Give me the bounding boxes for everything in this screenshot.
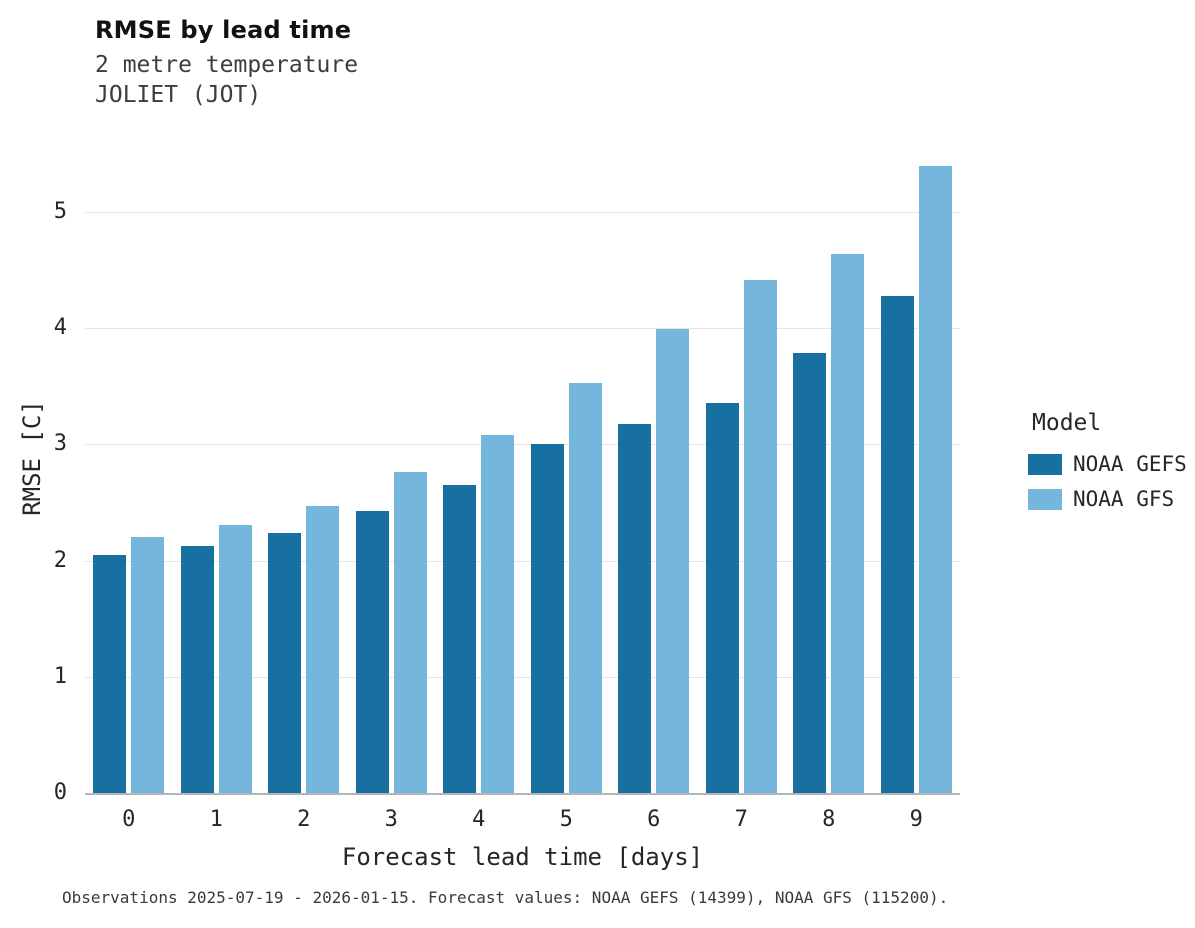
- chart-caption: Observations 2025-07-19 - 2026-01-15. Fo…: [62, 888, 949, 907]
- bar-noaa-gefs-lead-8: [793, 352, 827, 793]
- gridline-y-3: [85, 444, 960, 446]
- bar-noaa-gfs-lead-8: [831, 253, 865, 793]
- legend-item-noaa-gfs: NOAA GFS: [1028, 487, 1187, 511]
- bar-noaa-gefs-lead-6: [618, 423, 652, 793]
- bar-noaa-gefs-lead-3: [355, 510, 389, 793]
- bar-noaa-gefs-lead-1: [180, 545, 214, 793]
- bar-noaa-gfs-lead-2: [306, 506, 340, 793]
- x-tick-label-4: 4: [472, 807, 486, 832]
- bar-noaa-gefs-lead-0: [93, 554, 127, 793]
- x-tick-label-8: 8: [822, 807, 836, 832]
- chart-title: RMSE by lead time: [95, 16, 352, 44]
- gridline-y-2: [85, 560, 960, 562]
- plot-area: 0 1 2 3 4 5 0 1 2 3 4 5 6 7 8 9: [54, 125, 960, 832]
- x-tick-label-0: 0: [122, 807, 136, 832]
- y-tick-label-4: 4: [53, 315, 67, 341]
- x-tick-label-5: 5: [559, 807, 573, 832]
- legend-swatch-noaa-gfs: [1028, 488, 1062, 510]
- y-tick-label-0: 0: [53, 780, 67, 805]
- y-tick-label-1: 1: [53, 663, 67, 689]
- bar-noaa-gfs-lead-0: [131, 537, 165, 793]
- bar-noaa-gfs-lead-3: [393, 472, 427, 793]
- legend-title: Model: [1032, 410, 1102, 436]
- chart-subtitle-station: JOLIET (JOT): [95, 82, 262, 108]
- bar-noaa-gefs-lead-9: [880, 295, 914, 793]
- x-tick-label-2: 2: [297, 807, 311, 832]
- x-tick-label-7: 7: [734, 807, 748, 832]
- gridline-y-5: [85, 212, 960, 214]
- x-tick-label-1: 1: [209, 807, 223, 832]
- y-tick-label-5: 5: [53, 199, 67, 225]
- legend-items: NOAA GEFS NOAA GFS: [1028, 452, 1187, 511]
- bar-noaa-gfs-lead-4: [481, 435, 515, 793]
- bar-noaa-gefs-lead-5: [530, 444, 564, 793]
- bar-noaa-gefs-lead-4: [443, 485, 477, 793]
- legend-label: NOAA GFS: [1073, 487, 1175, 511]
- y-tick-label-3: 3: [53, 431, 67, 457]
- x-axis-label: Forecast lead time [days]: [341, 843, 704, 871]
- y-tick-label-2: 2: [53, 547, 67, 573]
- x-tick-label-6: 6: [647, 807, 661, 832]
- chart-subtitle-variable: 2 metre temperature: [95, 52, 359, 78]
- bar-noaa-gefs-lead-7: [705, 402, 739, 793]
- legend-label: NOAA GEFS: [1073, 452, 1187, 476]
- bar-noaa-gfs-lead-5: [568, 382, 602, 793]
- bar-noaa-gfs-lead-6: [656, 329, 690, 793]
- bar-noaa-gefs-lead-2: [268, 532, 302, 793]
- legend-item-noaa-gefs: NOAA GEFS: [1028, 452, 1187, 476]
- bar-noaa-gfs-lead-9: [918, 165, 952, 793]
- legend: Model NOAA GEFS NOAA GFS: [1028, 410, 1187, 522]
- x-tick-label-3: 3: [384, 807, 398, 832]
- bar-noaa-gfs-lead-1: [218, 524, 252, 793]
- gridline-y-4: [85, 328, 960, 330]
- gridline-y-1: [85, 676, 960, 678]
- legend-swatch-noaa-gefs: [1028, 453, 1062, 475]
- x-tick-label-9: 9: [909, 807, 923, 832]
- bar-noaa-gfs-lead-7: [743, 279, 777, 793]
